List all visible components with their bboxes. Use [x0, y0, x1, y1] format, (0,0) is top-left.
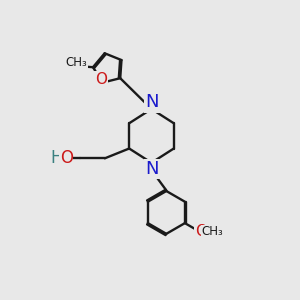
- Text: CH₃: CH₃: [202, 225, 223, 239]
- Text: O: O: [60, 149, 73, 167]
- Text: H: H: [50, 149, 63, 167]
- Text: N: N: [145, 93, 159, 111]
- Text: N: N: [145, 160, 159, 178]
- Text: CH₃: CH₃: [65, 56, 87, 69]
- Text: O: O: [195, 224, 207, 239]
- Text: O: O: [95, 71, 107, 86]
